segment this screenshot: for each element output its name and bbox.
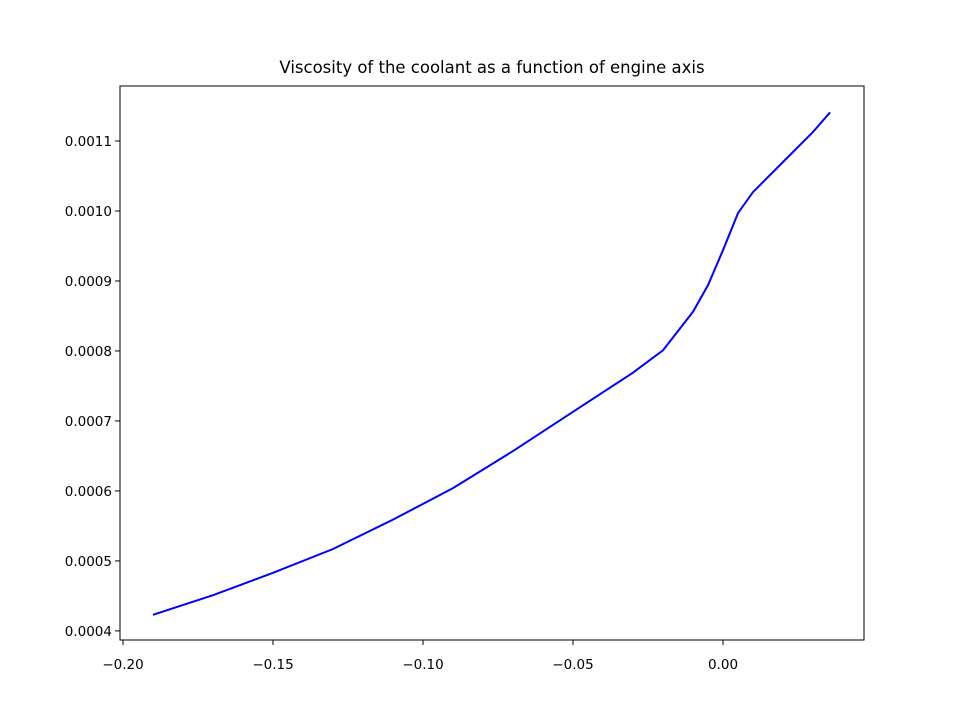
data-line [152,111,831,616]
x-tick-label: −0.15 [252,657,293,673]
x-tick-label: −0.20 [102,657,143,673]
plot-frame [119,85,865,641]
chart-title: Viscosity of the coolant as a function o… [279,58,704,77]
x-tick-label: −0.10 [402,657,443,673]
y-tick-label: 0.0009 [65,274,112,290]
x-tick-label: −0.05 [552,657,593,673]
y-tick-label: 0.0008 [65,344,112,360]
y-tick-label: 0.0006 [65,484,112,500]
y-tick-label: 0.0007 [65,414,112,430]
y-tick-label: 0.0005 [65,554,112,570]
y-tick-label: 0.0010 [65,204,112,220]
y-tick-label: 0.0004 [65,624,112,640]
x-tick-label: 0.00 [708,657,738,673]
y-tick-label: 0.0011 [65,134,112,150]
